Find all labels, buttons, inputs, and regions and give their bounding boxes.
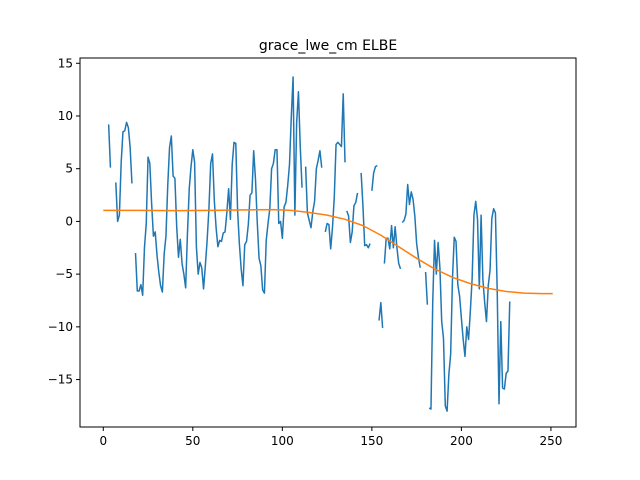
series-2-line-segment	[103, 208, 553, 295]
x-axis: 0 50 100 150 200 250	[99, 427, 562, 448]
x-tick-label: 0	[99, 434, 107, 448]
x-tick-label: 50	[185, 434, 200, 448]
series-1-line-segment	[134, 76, 303, 296]
chart-title: grace_lwe_cm ELBE	[259, 38, 397, 54]
series-1-line-segment	[428, 200, 511, 412]
y-tick-label: 10	[58, 109, 73, 123]
plot-area	[103, 76, 553, 412]
x-tick-label: 150	[360, 434, 383, 448]
series-1-line-segment	[115, 121, 133, 223]
x-tick-label: 100	[271, 434, 294, 448]
series-1-line-segment	[378, 301, 384, 328]
y-tick-label: −5	[55, 267, 73, 281]
x-tick-label: 200	[450, 434, 473, 448]
x-tick-label: 250	[539, 434, 562, 448]
series-1-line-segment	[107, 124, 112, 168]
plot-frame	[79, 57, 577, 428]
y-axis: −15 −10 −5 0 5 10 15	[48, 56, 80, 387]
series-1-line-segment	[304, 150, 323, 229]
y-tick-label: −10	[48, 320, 73, 334]
series-1-line-segment	[324, 93, 346, 250]
series-1-line-segment	[360, 172, 371, 249]
series-1-line-segment	[401, 183, 421, 268]
y-tick-label: −15	[48, 373, 73, 387]
series-1-line-segment	[346, 192, 359, 244]
series-1-line-segment	[371, 164, 378, 191]
y-tick-label: 5	[65, 162, 73, 176]
y-tick-label: 15	[58, 56, 73, 70]
y-tick-label: 0	[65, 214, 73, 228]
series-1-line-segment	[424, 271, 429, 305]
series-1-line-segment	[383, 224, 402, 270]
